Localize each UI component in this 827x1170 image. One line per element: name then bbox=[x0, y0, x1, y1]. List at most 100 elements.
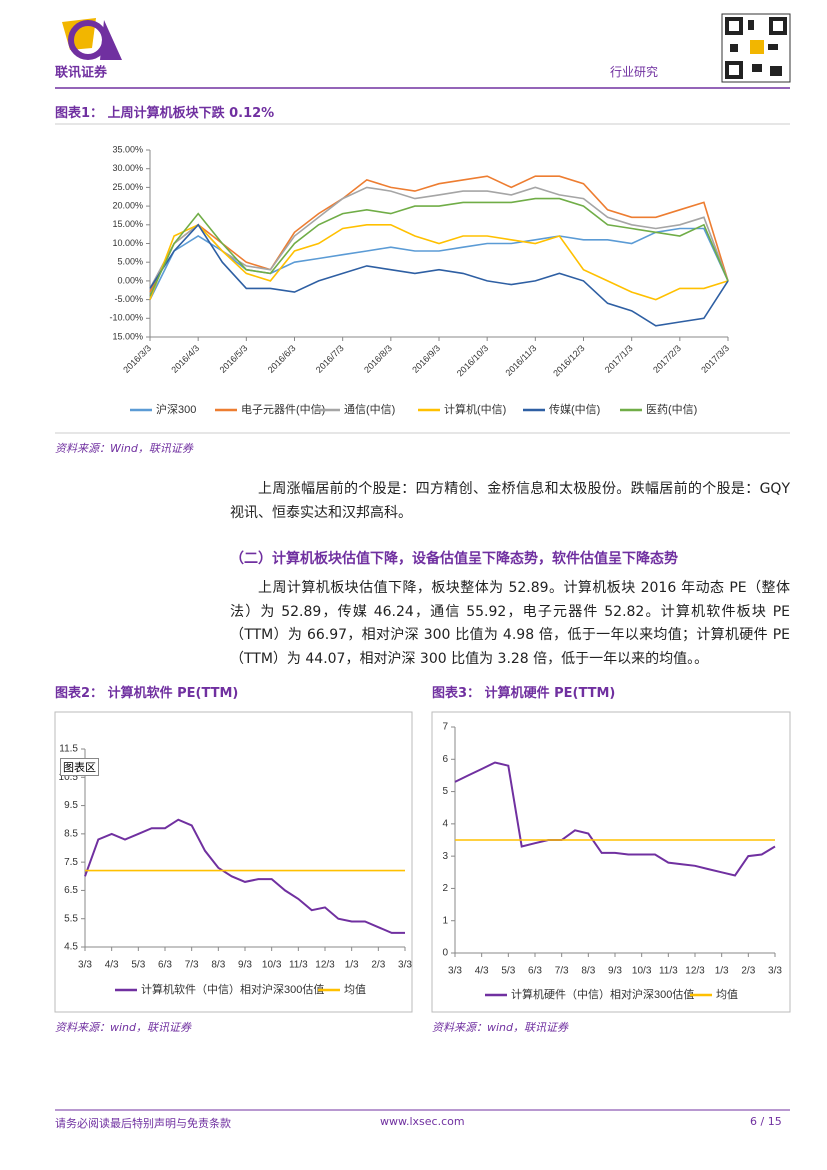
y-tick-label: 35.00% bbox=[112, 144, 143, 154]
figure-source: 资料来源：Wind，联讯证券 bbox=[55, 442, 193, 455]
y-tick-label: 5.5 bbox=[64, 913, 78, 924]
x-tick-label: 5/3 bbox=[131, 960, 145, 971]
chart-frame bbox=[431, 711, 791, 1013]
x-tick-label: 3/3 bbox=[448, 966, 462, 977]
legend-label: 沪深300 bbox=[156, 402, 196, 416]
x-tick-label: 4/3 bbox=[475, 966, 489, 977]
x-tick-label: 2/3 bbox=[371, 960, 385, 971]
x-tick-label: 2016/8/3 bbox=[362, 343, 394, 375]
legend-label: 计算机(中信) bbox=[444, 402, 506, 416]
chart-frame bbox=[54, 711, 413, 1013]
y-tick-label: 10.00% bbox=[112, 238, 143, 248]
x-tick-label: 9/3 bbox=[238, 960, 252, 971]
y-tick-label: 25.00% bbox=[112, 182, 143, 192]
y-tick-label: 30.00% bbox=[112, 163, 143, 173]
figure-caption: 图表2： 计算机软件 PE(TTM) bbox=[55, 686, 239, 701]
y-tick-label: 0.00% bbox=[117, 275, 143, 285]
figure-caption: 图表3： 计算机硬件 PE(TTM) bbox=[432, 686, 616, 701]
y-tick-label: 7 bbox=[442, 722, 448, 733]
paragraph: 上周涨幅居前的个股是：四方精创、金桥信息和太极股份。跌幅居前的个股是：GQY视讯… bbox=[230, 481, 790, 521]
qr-code bbox=[721, 13, 791, 83]
figure-caption: 图表1： 上周计算机板块下跌 0.12% bbox=[55, 106, 275, 121]
y-tick-label: 2 bbox=[442, 883, 448, 894]
x-tick-label: 10/3 bbox=[262, 960, 282, 971]
y-tick-label: 9.5 bbox=[64, 800, 78, 811]
series-line bbox=[149, 223, 729, 301]
legend-label: 均值 bbox=[716, 988, 738, 1001]
x-tick-label: 2016/3/3 bbox=[121, 343, 153, 375]
x-tick-label: 2017/1/3 bbox=[603, 343, 635, 375]
series-line bbox=[454, 761, 776, 877]
series-line bbox=[84, 818, 405, 934]
logo bbox=[62, 18, 122, 60]
x-tick-label: 2016/11/3 bbox=[504, 343, 539, 378]
x-tick-label: 4/3 bbox=[105, 960, 119, 971]
x-tick-label: 1/3 bbox=[345, 960, 359, 971]
x-tick-label: 12/3 bbox=[315, 960, 335, 971]
y-tick-label: 1 bbox=[442, 915, 448, 926]
y-tick-label: 7.5 bbox=[64, 857, 78, 868]
y-tick-label: -10.00% bbox=[109, 313, 143, 323]
legend-label: 计算机硬件（中信）相对沪深300估值 bbox=[511, 987, 694, 1001]
figure-source: 资料来源：wind，联讯证券 bbox=[55, 1021, 192, 1034]
y-tick-label: 4.5 bbox=[64, 942, 78, 953]
series-line bbox=[149, 175, 729, 293]
y-tick-label: 8.5 bbox=[64, 828, 78, 839]
footer-website: www.lxsec.com bbox=[380, 1115, 465, 1128]
y-tick-label: 0 bbox=[442, 948, 448, 959]
legend-label: 计算机软件（中信）相对沪深300估值 bbox=[141, 982, 324, 996]
y-tick-label: 15.00% bbox=[112, 219, 143, 229]
series-line bbox=[149, 186, 729, 289]
x-tick-label: 2017/2/3 bbox=[651, 343, 683, 375]
legend-label: 医药(中信) bbox=[646, 403, 697, 416]
x-tick-label: 8/3 bbox=[211, 960, 225, 971]
section-label: 行业研究 bbox=[610, 64, 658, 79]
y-tick-label: 6.5 bbox=[64, 885, 78, 896]
y-tick-label: 20.00% bbox=[112, 200, 143, 210]
legend-label: 均值 bbox=[344, 983, 366, 996]
y-tick-label: 4 bbox=[442, 818, 448, 829]
x-tick-label: 8/3 bbox=[581, 966, 595, 977]
y-tick-label: 3 bbox=[442, 851, 448, 862]
x-tick-label: 2016/12/3 bbox=[551, 343, 586, 378]
x-tick-label: 3/3 bbox=[78, 960, 92, 971]
x-tick-label: 2016/6/3 bbox=[266, 343, 298, 375]
y-tick-label: 10.5 bbox=[59, 772, 79, 783]
x-tick-label: 2/3 bbox=[741, 966, 755, 977]
series-line bbox=[149, 223, 729, 327]
tooltip: 图表区 bbox=[60, 758, 99, 776]
y-tick-label: 15.00% bbox=[112, 331, 143, 341]
x-tick-label: 2016/4/3 bbox=[169, 343, 201, 375]
y-tick-label: 11.5 bbox=[59, 744, 78, 755]
x-tick-label: 2016/7/3 bbox=[314, 343, 346, 375]
section-heading: （二）计算机板块估值下降，设备估值呈下降态势，软件估值呈下降态势 bbox=[230, 551, 678, 567]
y-tick-label: 6 bbox=[442, 754, 448, 765]
logo-text: 联讯证券 bbox=[55, 64, 108, 79]
x-tick-label: 2016/5/3 bbox=[218, 343, 250, 375]
x-tick-label: 5/3 bbox=[501, 966, 515, 977]
x-tick-label: 3/3 bbox=[768, 966, 782, 977]
y-tick-label: -5.00% bbox=[114, 294, 143, 304]
legend-label: 通信(中信) bbox=[344, 403, 395, 416]
x-tick-label: 12/3 bbox=[685, 966, 705, 977]
paragraph: 上周计算机板块估值下降，板块整体为 52.89。计算机板块 2016 年动态 P… bbox=[230, 580, 790, 667]
footer-disclaimer: 请务必阅读最后特别声明与免责条款 bbox=[55, 1117, 231, 1130]
x-tick-label: 10/3 bbox=[632, 966, 652, 977]
legend-label: 电子元器件(中信) bbox=[241, 403, 325, 416]
x-tick-label: 11/3 bbox=[659, 966, 678, 977]
x-tick-label: 11/3 bbox=[289, 960, 308, 971]
series-line bbox=[149, 197, 729, 297]
x-tick-label: 9/3 bbox=[608, 966, 622, 977]
footer-page: 6 / 15 bbox=[750, 1115, 782, 1128]
x-tick-label: 1/3 bbox=[715, 966, 729, 977]
x-tick-label: 7/3 bbox=[555, 966, 569, 977]
legend-label: 传媒(中信) bbox=[549, 403, 600, 416]
x-tick-label: 6/3 bbox=[528, 966, 542, 977]
x-tick-label: 2016/10/3 bbox=[455, 343, 490, 378]
x-tick-label: 2017/3/3 bbox=[699, 343, 731, 375]
x-tick-label: 6/3 bbox=[158, 960, 172, 971]
x-tick-label: 3/3 bbox=[398, 960, 412, 971]
y-tick-label: 5 bbox=[442, 786, 448, 797]
